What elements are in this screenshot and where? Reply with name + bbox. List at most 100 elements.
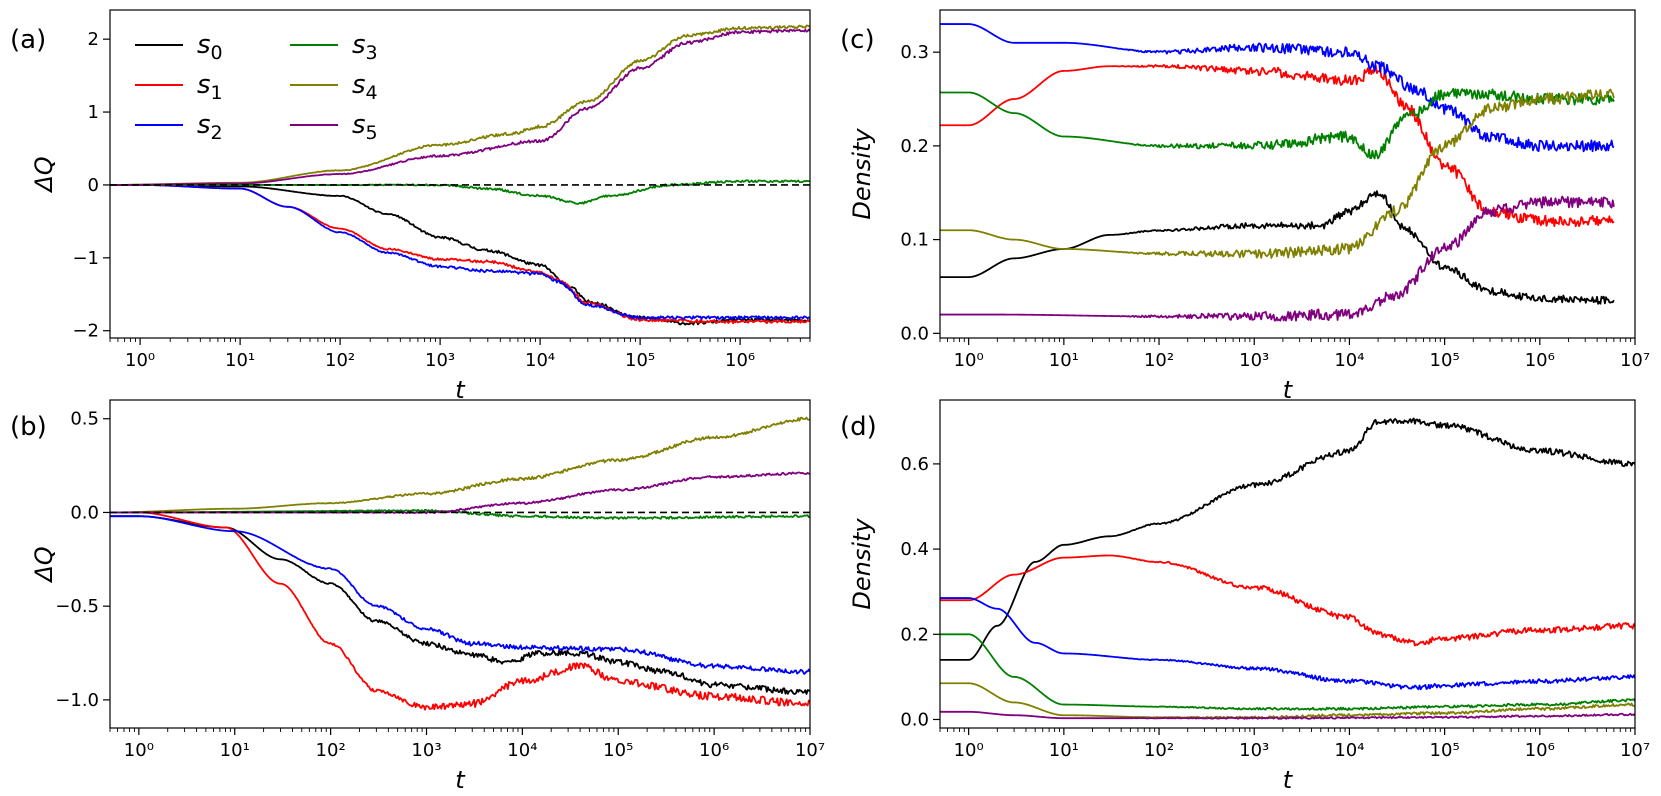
x-tick-label: 10³: [1239, 740, 1269, 761]
legend-label-s4: s4: [352, 70, 378, 104]
x-tick-label: 10⁵: [625, 350, 655, 371]
legend-label-s2: s2: [197, 110, 223, 144]
legend-subscript: 3: [366, 42, 378, 64]
y-tick-label: 0.0: [900, 709, 929, 730]
legend-subscript: 1: [211, 82, 223, 104]
y-tick-label: 0.4: [900, 539, 929, 560]
panel-a: 10⁰ 10¹ 10² 10³ 10⁴ 10⁵ 10⁶ −2 −1 0 1 2 t ΔQ (a) s0 s1 s2…: [10, 9, 811, 404]
plot-frame: [109, 9, 811, 339]
y-tick-label: 0.2: [900, 136, 929, 157]
x-tick-label: 10⁴: [1334, 350, 1364, 371]
x-tick-label: 10²: [325, 350, 355, 371]
x-tick-label: 10⁰: [954, 740, 984, 761]
series-line-s1: [940, 64, 1615, 228]
x-tick-label: 10⁶: [699, 740, 729, 761]
series-line-s4: [940, 88, 1615, 259]
panel-label: (d): [840, 412, 877, 442]
panel-c: 10⁰ 10¹ 10² 10³ 10⁴ 10⁵ 10⁶ 10⁷ 0.0 0.1 0.2 0.3 t Den…: [840, 9, 1650, 404]
series-line-s2: [940, 23, 1615, 153]
y-tick-label: 0: [88, 175, 99, 196]
y-tick-label: 0.0: [900, 323, 929, 344]
y-tick-label: 0.0: [70, 502, 99, 523]
x-tick-label: 10¹: [1049, 740, 1079, 761]
x-tick-label: 10⁵: [1430, 740, 1460, 761]
series-line-s1: [110, 511, 810, 711]
x-axis-label: t: [455, 376, 466, 404]
series-line-s5: [110, 471, 810, 515]
series-line-s2: [110, 184, 810, 320]
series-line-s0: [940, 417, 1635, 661]
x-tick-label: 10⁶: [725, 350, 755, 371]
panel-label: (b): [10, 412, 47, 442]
legend-subscript: 0: [211, 42, 223, 64]
x-tick-label: 10³: [411, 740, 441, 761]
series-line-s2: [940, 597, 1635, 691]
x-tick-label: 10⁰: [124, 740, 154, 761]
y-tick-label: 0.5: [70, 409, 99, 430]
y-tick-label: −1: [72, 248, 99, 269]
x-tick-label: 10⁴: [1334, 740, 1364, 761]
series-group: [940, 23, 1615, 322]
y-axis-label: Density: [848, 518, 876, 610]
series-line-s0: [940, 190, 1615, 305]
y-tick-label: 0.6: [900, 454, 929, 475]
series-line-s3: [940, 87, 1615, 160]
plot-frame: [939, 399, 1636, 729]
x-tick-label: 10⁵: [1430, 350, 1460, 371]
y-tick-label: 0.3: [900, 42, 929, 63]
series-group: [110, 416, 810, 711]
x-axis-label: t: [1283, 376, 1294, 404]
legend-subscript: 2: [211, 122, 223, 144]
series-line-s3: [940, 633, 1635, 711]
plot-frame: [109, 399, 811, 729]
series-line-s5: [940, 710, 1635, 720]
series-line-s0: [110, 184, 810, 326]
y-tick-label: 2: [88, 29, 99, 50]
x-tick-label: 10⁴: [507, 740, 537, 761]
series-line-s1: [940, 554, 1635, 647]
legend-subscript: 5: [366, 122, 378, 144]
y-tick-label: −0.5: [55, 596, 99, 617]
legend-label-s0: s0: [197, 30, 223, 64]
series-line-s4: [110, 416, 810, 514]
x-tick-label: 10⁷: [795, 740, 825, 761]
x-tick-label: 10¹: [1049, 350, 1079, 371]
x-axis-label: t: [1283, 766, 1294, 794]
panel-label: (a): [10, 25, 46, 55]
series-line-s4: [940, 682, 1635, 720]
series-line-s3: [110, 508, 810, 520]
x-tick-label: 10⁴: [525, 350, 555, 371]
legend-subscript: 4: [366, 82, 378, 104]
legend-label-s1: s1: [197, 70, 223, 104]
series-line-s5: [110, 28, 810, 186]
series-line-s1: [110, 184, 810, 325]
series-line-s5: [940, 195, 1615, 322]
x-tick-label: 10⁵: [603, 740, 633, 761]
x-axis-label: t: [455, 766, 466, 794]
panel-d: 10⁰ 10¹ 10² 10³ 10⁴ 10⁵ 10⁶ 10⁷ 0.0 0.2 0.4 0.6 t Den…: [840, 399, 1650, 794]
y-tick-label: 0.2: [900, 624, 929, 645]
x-tick-label: 10⁶: [1525, 740, 1555, 761]
x-tick-label: 10¹: [220, 740, 250, 761]
panel-label: (c): [840, 25, 875, 55]
x-tick-label: 10²: [316, 740, 346, 761]
legend-label-s5: s5: [352, 110, 378, 144]
y-axis-label: ΔQ: [30, 546, 58, 583]
y-tick-label: −1.0: [55, 690, 99, 711]
series-group: [110, 24, 810, 326]
y-axis-label: Density: [848, 128, 876, 220]
plot-frame: [939, 9, 1636, 339]
x-tick-label: 10²: [1144, 350, 1174, 371]
x-tick-label: 10⁰: [954, 350, 984, 371]
x-tick-label: 10⁶: [1525, 350, 1555, 371]
legend-label-s3: s3: [352, 30, 378, 64]
x-tick-label: 10³: [1239, 350, 1269, 371]
x-tick-label: 10⁰: [125, 350, 155, 371]
x-tick-label: 10²: [1144, 740, 1174, 761]
y-axis-label: ΔQ: [30, 156, 58, 193]
y-tick-label: 0.1: [900, 230, 929, 251]
y-tick-label: −2: [72, 321, 99, 342]
x-tick-label: 10⁷: [1620, 740, 1650, 761]
series-group: [940, 417, 1635, 720]
